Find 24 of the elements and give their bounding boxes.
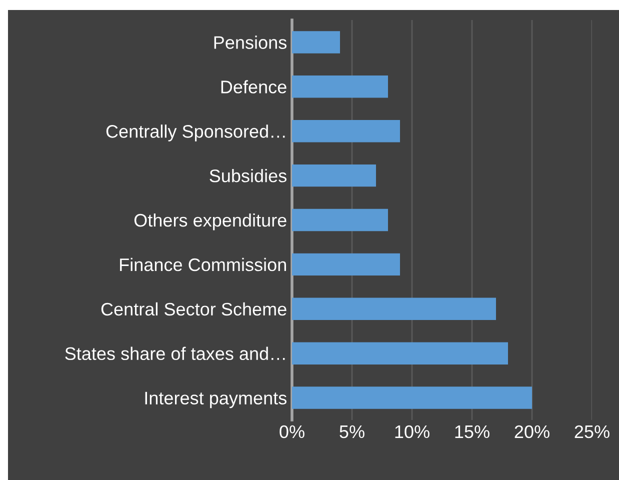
- y-tick-label: Pensions: [214, 36, 286, 49]
- bar: [292, 120, 400, 142]
- x-tick-label: 0%: [280, 425, 304, 438]
- x-tick-label: 25%: [574, 425, 610, 438]
- y-tick-label: Defence: [221, 80, 286, 94]
- bar: [292, 208, 388, 232]
- y-tick-label: Centrally Sponsored…: [106, 124, 285, 142]
- y-tick-label: Central Sector Scheme: [101, 302, 286, 316]
- x-tick-label: 20%: [514, 425, 550, 438]
- bar: [292, 342, 508, 364]
- bar: [292, 164, 376, 187]
- bar: [292, 298, 496, 320]
- y-tick-label: States share of taxes and…: [65, 346, 285, 360]
- y-tick-label: Finance Commission: [120, 258, 286, 272]
- y-tick-label: Others expenditure: [134, 213, 286, 230]
- y-tick-label: Subsidies: [210, 169, 286, 182]
- bar: [292, 31, 340, 54]
- bar: [292, 386, 532, 409]
- x-tick-label: 10%: [395, 425, 430, 438]
- x-tick-label: 5%: [340, 425, 364, 438]
- x-tick-label: 15%: [455, 425, 490, 438]
- bar: [292, 76, 388, 98]
- bar: [292, 253, 400, 276]
- y-tick-label: Interest payments: [145, 392, 286, 408]
